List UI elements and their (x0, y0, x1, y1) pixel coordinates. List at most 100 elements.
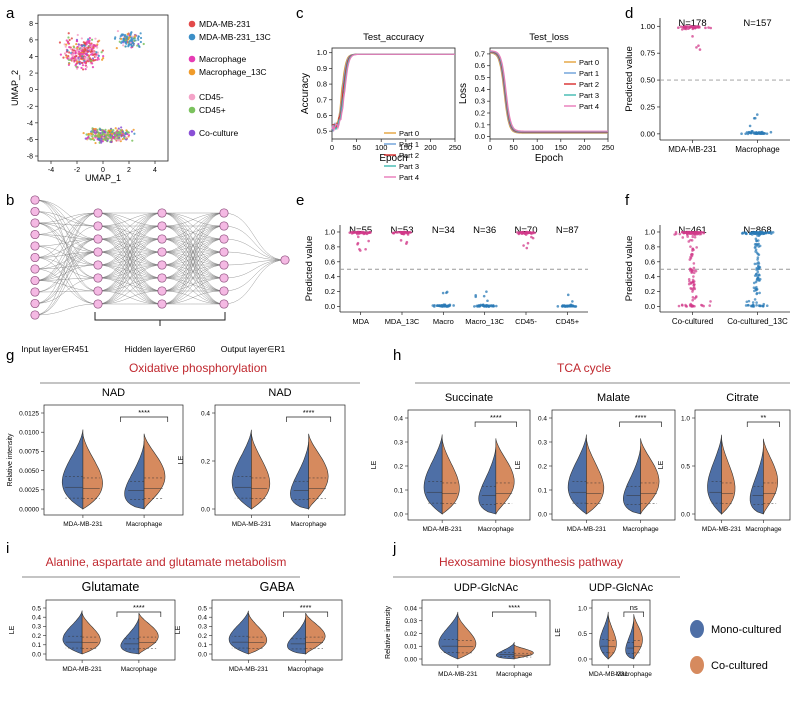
x-tick-label: 0 (488, 143, 492, 152)
y-tick-label: 0.0 (681, 511, 690, 518)
panel-label-d: d (625, 5, 633, 22)
umap-point (134, 34, 137, 37)
umap-point (98, 137, 101, 140)
x-tick-label: 250 (449, 143, 462, 152)
network-edge (34, 245, 99, 305)
significance-label: **** (635, 413, 647, 422)
umap-point (139, 36, 143, 40)
umap-xtick-label: 0 (101, 167, 105, 174)
network-node (219, 208, 229, 218)
prediction-point (691, 290, 694, 293)
y-tick-label: 0.2 (198, 633, 207, 640)
prediction-point (367, 231, 370, 235)
y-tick-label: 0.9 (317, 64, 327, 73)
violin-mono (120, 616, 140, 655)
y-tick-label: 0.5 (198, 605, 207, 612)
network-edge (223, 259, 286, 305)
umap-point (72, 46, 76, 49)
prediction-point (691, 35, 694, 38)
network-edge (97, 251, 163, 305)
prediction-point (760, 132, 764, 135)
umap-point (65, 43, 68, 46)
umap-point (84, 68, 87, 71)
category-label: MDA-MB-231 (438, 671, 478, 678)
umap-point (130, 38, 133, 41)
network-edge (34, 211, 99, 253)
prediction-point (492, 304, 495, 307)
prediction-point (708, 304, 712, 307)
prediction-point (755, 113, 759, 116)
network-edge (161, 264, 225, 305)
violin-title: UDP-GlcNAc (454, 582, 519, 594)
prediction-point (526, 241, 530, 245)
category-label: Macrophage (288, 666, 325, 673)
legend-co-label: Co-cultured (711, 660, 768, 672)
network-edge (34, 212, 99, 235)
violin-ylabel: LE (371, 460, 378, 469)
umap-point (81, 52, 84, 56)
prediction-point (530, 235, 533, 239)
violin-ylabel: Relative intensity (7, 433, 14, 486)
umap-point (66, 49, 69, 52)
y-tick-label: 0.8 (325, 242, 335, 251)
significance-bracket (474, 421, 517, 427)
y-tick-label: 0.8 (645, 242, 655, 251)
umap-point (124, 34, 127, 37)
umap-point (137, 38, 140, 41)
umap-point (127, 134, 131, 137)
umap-xlabel: UMAP_1 (85, 173, 121, 183)
umap-point (97, 54, 100, 57)
prediction-point (692, 266, 696, 270)
umap-point (83, 61, 86, 64)
umap-point (78, 47, 81, 50)
prediction-point (702, 304, 705, 308)
network-edge (34, 303, 99, 316)
prediction-point (755, 277, 759, 281)
prediction-point (692, 275, 695, 278)
umap-point (96, 135, 99, 138)
umap-point (90, 38, 94, 41)
umap-point (102, 136, 105, 139)
umap-point (65, 39, 68, 42)
network-edge (34, 251, 99, 316)
umap-point (117, 134, 120, 137)
prediction-point (698, 48, 702, 51)
umap-point (91, 135, 94, 138)
umap-point (132, 128, 135, 131)
prediction-point (679, 25, 683, 28)
y-tick-label: 0.5 (32, 605, 41, 612)
network-edge (161, 251, 225, 305)
y-tick-label: 0.0 (538, 511, 547, 518)
y-tick-label: 0.03 (404, 618, 417, 625)
violin-co (640, 438, 660, 515)
y-tick-label: 0.3 (32, 624, 41, 631)
network-edge (34, 251, 99, 281)
network-edge (223, 251, 286, 261)
umap-point (63, 43, 66, 46)
prediction-point (687, 240, 691, 243)
y-tick-label: 0.0 (475, 132, 485, 141)
legend-label: Part 3 (579, 91, 599, 100)
prediction-point (704, 26, 707, 30)
umap-point (84, 137, 87, 140)
violin-mono (62, 610, 83, 655)
umap-point (89, 50, 92, 53)
prediction-point (761, 232, 765, 236)
umap-ytick-label: 6 (29, 37, 33, 44)
prediction-point (680, 28, 684, 31)
network-edge (161, 212, 225, 279)
network-node (30, 229, 40, 240)
umap-point (87, 38, 90, 41)
violin-co (308, 433, 329, 511)
umap-point (64, 52, 67, 55)
umap-legend-label: CD45+ (199, 105, 226, 115)
umap-point (110, 136, 113, 139)
umap-point (130, 36, 133, 39)
prediction-point (689, 256, 693, 260)
umap-point (127, 131, 130, 134)
umap-point (69, 47, 72, 50)
count-label: N=36 (473, 225, 496, 236)
chart-ylabel: Predicted value (624, 46, 635, 111)
prediction-point (488, 304, 492, 307)
network-node (30, 298, 40, 309)
